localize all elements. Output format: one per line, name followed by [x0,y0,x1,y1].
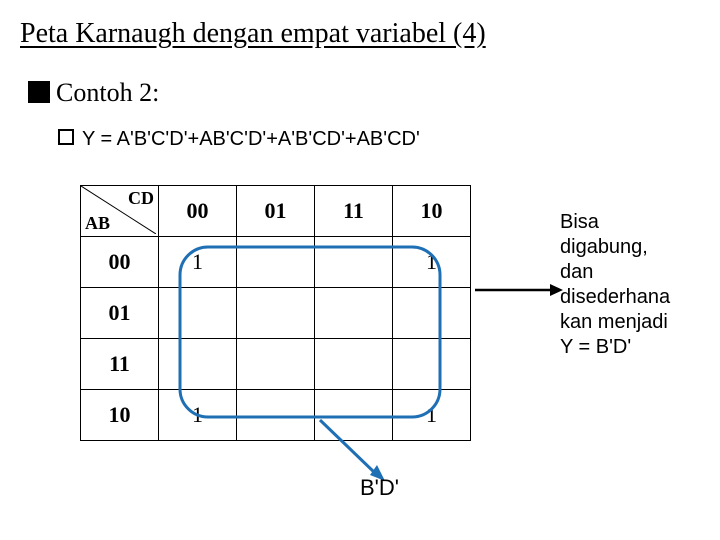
col-var-label: CD [128,188,154,209]
col-header: 11 [315,186,393,237]
result-label: B'D' [360,475,399,501]
kmap-cell [393,339,471,390]
row-header: 00 [81,237,159,288]
kmap-cell [315,237,393,288]
row-header: 01 [81,288,159,339]
kmap-cell [237,390,315,441]
kmap-cell: 1 [393,237,471,288]
subtitle: Contoh 2: [28,78,159,108]
row-header: 11 [81,339,159,390]
row-var-label: AB [85,213,110,234]
kmap-corner: AB CD [81,186,159,237]
col-header: 00 [159,186,237,237]
bullet-empty-icon [58,129,74,145]
kmap-cell [159,339,237,390]
kmap-cell: 1 [393,390,471,441]
col-header: 10 [393,186,471,237]
kmap-cell: 1 [159,390,237,441]
kmap-cell [159,288,237,339]
equation-text: Y = A'B'C'D'+AB'C'D'+A'B'CD'+AB'CD' [82,128,420,150]
kmap-cell [315,288,393,339]
kmap-cell [237,339,315,390]
page-title: Peta Karnaugh dengan empat variabel (4) [20,18,486,50]
equation-line: Y = A'B'C'D'+AB'C'D'+A'B'CD'+AB'CD' [58,128,420,151]
annotation-text: Bisa digabung, dan disederhana kan menja… [560,210,710,360]
kmap-cell [393,288,471,339]
col-header: 01 [237,186,315,237]
kmap-cell [315,390,393,441]
kmap-cell [315,339,393,390]
kmap-cell [237,288,315,339]
row-header: 10 [81,390,159,441]
arrow-right-icon [475,280,565,300]
bullet-filled-icon [28,81,50,103]
subtitle-text: Contoh 2: [56,78,159,107]
kmap-cell [237,237,315,288]
karnaugh-map: AB CD 00 01 11 10 00 1 1 01 11 10 1 1 [80,185,471,441]
kmap-cell: 1 [159,237,237,288]
